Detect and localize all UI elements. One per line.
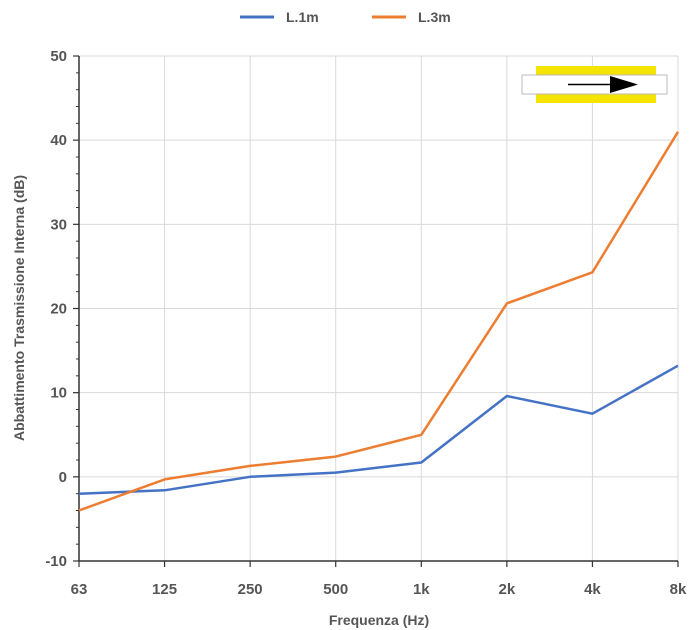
x-tick-label: 250 bbox=[238, 581, 263, 598]
y-tick-labels: -10 0 10 20 30 40 50 bbox=[45, 48, 67, 570]
y-tick-label: 0 bbox=[59, 469, 67, 486]
x-tick-label: 63 bbox=[71, 581, 88, 598]
y-tick-label: 20 bbox=[50, 301, 67, 318]
axes bbox=[73, 55, 679, 567]
y-tick-label: 10 bbox=[50, 385, 67, 402]
y-tick-label: 50 bbox=[50, 48, 67, 65]
x-tick-label: 4k bbox=[584, 581, 601, 598]
x-axis-title: Frequenza (Hz) bbox=[329, 612, 429, 628]
series-lines bbox=[78, 131, 680, 512]
x-tick-label: 2k bbox=[499, 581, 516, 598]
duct-airflow-arrow-icon bbox=[521, 66, 668, 103]
x-tick-label: 1k bbox=[413, 581, 430, 598]
series-line-l3m bbox=[78, 131, 680, 512]
x-tick-label: 8k bbox=[670, 581, 687, 598]
x-tick-label: 125 bbox=[152, 581, 177, 598]
y-tick-label: 40 bbox=[50, 132, 67, 149]
grid-lines bbox=[79, 55, 679, 562]
x-tick-label: 500 bbox=[323, 581, 348, 598]
y-axis-title: Abbattimento Trasmissione Interna (dB) bbox=[11, 175, 27, 441]
series-line-l1m bbox=[78, 364, 679, 495]
y-tick-label: 30 bbox=[50, 216, 67, 233]
legend-label-l1m: L.1m bbox=[286, 9, 319, 25]
legend: L.1m L.3m bbox=[240, 9, 451, 25]
x-tick-labels: 63 125 250 500 1k 2k 4k 8k bbox=[71, 581, 687, 598]
legend-label-l3m: L.3m bbox=[418, 9, 451, 25]
y-tick-label: -10 bbox=[45, 553, 67, 570]
